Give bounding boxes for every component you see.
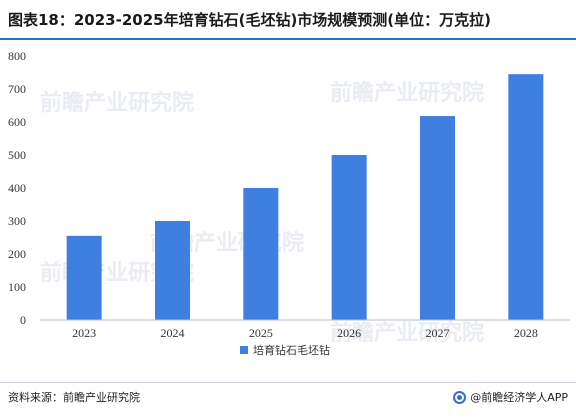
x-tick-label: 2028 — [514, 326, 538, 340]
x-tick-label: 2027 — [426, 326, 450, 340]
y-tick-label: 400 — [8, 181, 26, 195]
y-tick-label: 0 — [20, 313, 26, 327]
watermark-text: 前瞻产业研究院 — [330, 80, 484, 106]
x-tick-label: 2024 — [161, 326, 185, 340]
y-tick-label: 600 — [8, 115, 26, 129]
y-tick-label: 200 — [8, 247, 26, 261]
watermark-text: 前瞻产业研究院 — [330, 320, 484, 346]
x-tick-label: 2026 — [337, 326, 361, 340]
watermark-text: 前瞻产业研究院 — [40, 90, 194, 116]
x-tick-label: 2025 — [249, 326, 273, 340]
source-note: 资料来源：前瞻产业研究院 — [8, 391, 140, 404]
bar — [243, 188, 279, 320]
brand-logo-icon — [453, 390, 467, 404]
footer-divider — [0, 382, 576, 383]
bar — [420, 116, 455, 320]
title-divider — [0, 38, 576, 40]
y-tick-label: 300 — [8, 214, 26, 228]
x-axis: 2023 2024 2025 2026 2027 2028 — [40, 319, 570, 340]
chart-title: 图表18：2023-2025年培育钻石(毛坯钻)市场规模预测(单位：万克拉) — [8, 11, 492, 29]
y-tick-label: 800 — [8, 49, 26, 63]
legend-swatch — [240, 346, 248, 354]
y-axis: 0 100 200 300 400 500 600 700 800 — [8, 49, 26, 327]
bars-layer — [66, 74, 544, 321]
y-tick-label: 100 — [8, 280, 26, 294]
bar — [66, 235, 102, 320]
brand-credit: @前瞻经济学人APP — [453, 389, 568, 405]
legend: 培育钻石毛坯钻 — [240, 343, 330, 357]
x-tick-label: 2023 — [72, 326, 96, 340]
y-tick-label: 700 — [8, 82, 26, 96]
bar — [508, 74, 544, 321]
brand-label: @前瞻经济学人APP — [470, 391, 568, 404]
y-tick-label: 500 — [8, 148, 26, 162]
bar — [331, 155, 367, 320]
bar — [155, 221, 190, 320]
legend-label: 培育钻石毛坯钻 — [253, 343, 330, 357]
